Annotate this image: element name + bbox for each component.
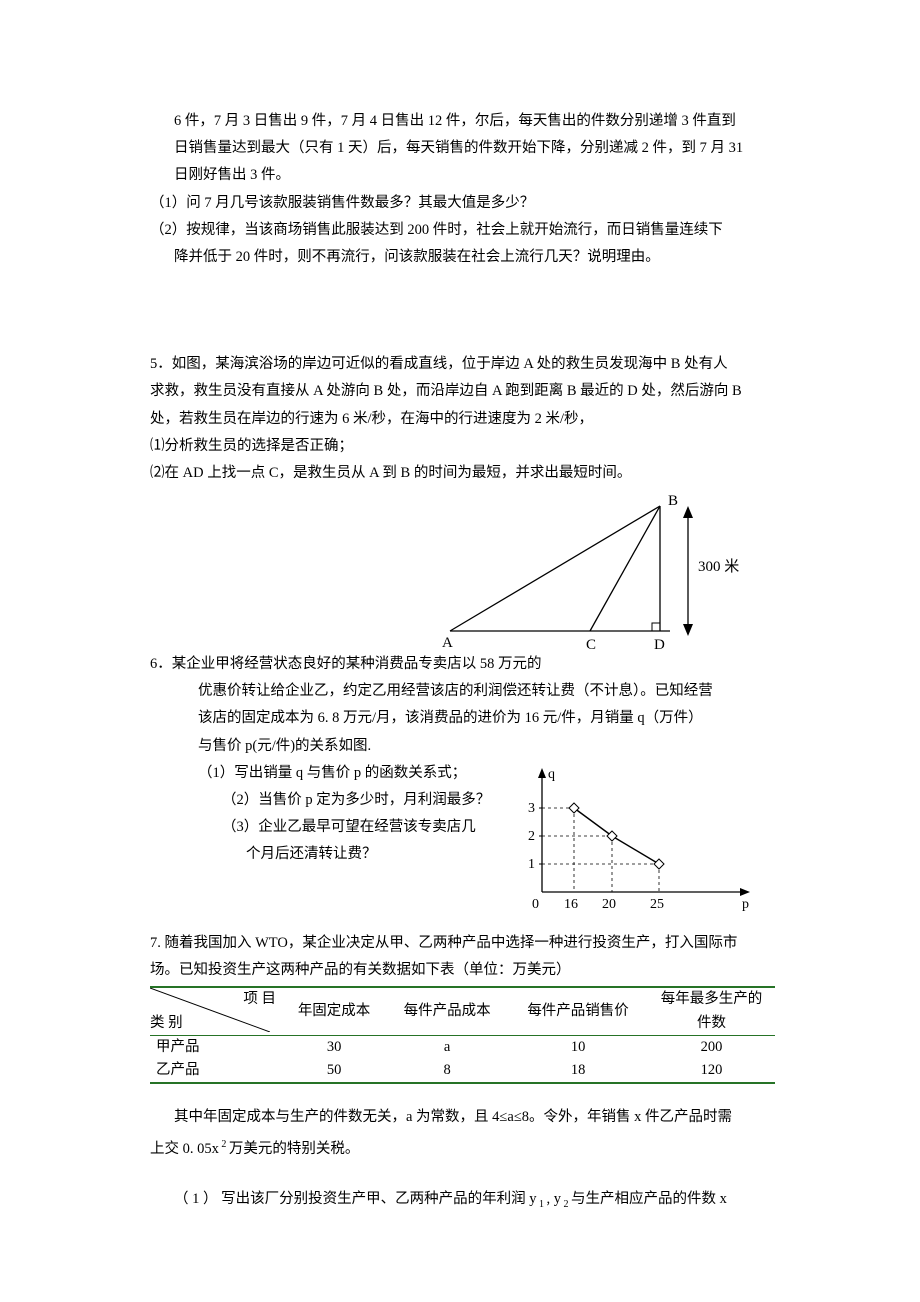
ytick-2: 2 <box>528 829 535 844</box>
q6-chart: q p 0 1 2 3 16 20 25 <box>504 764 764 922</box>
label-B: B <box>668 493 678 509</box>
origin-0: 0 <box>532 897 539 912</box>
row2-c1: 50 <box>282 1059 386 1083</box>
label-A: A <box>442 635 453 651</box>
axis-p: p <box>742 897 749 912</box>
row1-c2: a <box>386 1035 508 1059</box>
th-col2: 每件产品成本 <box>386 987 508 1035</box>
q5-figure: A B C D 300 米 <box>150 491 780 651</box>
q4-line2: 日销售量达到最大（只有 1 天）后，每天销售的件数开始下降，分别递减 2 件，到… <box>150 137 780 160</box>
q5-sub1: ⑴分析救生员的选择是否正确； <box>150 435 780 458</box>
label-D: D <box>654 637 665 651</box>
q4-sub1: （1）问 7 月几号该款服装销售件数最多？其最大值是多少？ <box>150 192 780 215</box>
q4-line1: 6 件，7 月 3 日售出 9 件，7 月 4 日售出 12 件，尔后，每天售出… <box>150 110 780 133</box>
row1-c3: 10 <box>508 1035 648 1059</box>
q7-para2: 上交 0. 05x 2 万美元的特别关税。 <box>150 1134 780 1166</box>
xtick-25: 25 <box>650 897 664 912</box>
q7-table: 项 目 类 别 年固定成本 每件产品成本 每件产品销售价 每年最多生产的件数 甲… <box>150 986 780 1084</box>
row1-label: 甲产品 <box>150 1035 282 1059</box>
row1-c4: 200 <box>648 1035 775 1059</box>
row1-c1: 30 <box>282 1035 386 1059</box>
th-category: 类 别 <box>150 1012 183 1035</box>
q5-line1: 5．如图，某海滨浴场的岸边可近似的看成直线，位于岸边 A 处的救生员发现海中 B… <box>150 353 780 376</box>
q7-sub1: （ 1 ） 写出该厂分别投资生产甲、乙两种产品的年利润 y 1 , y 2 与生… <box>150 1184 780 1216</box>
th-col4: 每年最多生产的件数 <box>648 987 775 1035</box>
q5-line3: 处，若救生员在岸边的行速为 6 米/秒，在海中的行进速度为 2 米/秒， <box>150 408 780 431</box>
q6-sub3: （3）企业乙最早可望在经营该专卖店几 <box>150 816 500 839</box>
q6-sub1: （1）写出销量 q 与售价 p 的函数关系式； <box>150 762 500 785</box>
th-col1: 年固定成本 <box>282 987 386 1035</box>
q4-line3: 日刚好售出 3 件。 <box>150 164 780 187</box>
row2-c4: 120 <box>648 1059 775 1083</box>
q6-line1: 6．某企业甲将经营状态良好的某种消费品专卖店以 58 万元的 <box>150 653 780 676</box>
q6-sub3b: 个月后还清转让费？ <box>150 843 500 866</box>
document-page: 6 件，7 月 3 日售出 9 件，7 月 4 日售出 12 件，尔后，每天售出… <box>0 0 920 1276</box>
q6-sub2: （2）当售价 p 定为多少时，月利润最多？ <box>150 789 500 812</box>
axis-q: q <box>548 767 555 782</box>
ytick-1: 1 <box>528 857 535 872</box>
q7-line2: 场。已知投资生产这两种产品的有关数据如下表（单位：万美元） <box>150 959 780 982</box>
q7-para1: 其中年固定成本与生产的件数无关，a 为常数，且 4≤a≤8。令外，年销售 x 件… <box>150 1102 780 1134</box>
label-C: C <box>586 637 596 651</box>
q6-line2: 优惠价转让给企业乙，约定乙用经营该店的利润偿还转让费（不计息）。已知经营 <box>150 680 780 703</box>
q4-sub2a: （2）按规律，当该商场销售此服装达到 200 件时，社会上就开始流行，而日销售量… <box>150 219 780 242</box>
row2-c3: 18 <box>508 1059 648 1083</box>
row2-c2: 8 <box>386 1059 508 1083</box>
q4-sub2b: 降并低于 20 件时，则不再流行，问该款服装在社会上流行几天？说明理由。 <box>150 246 780 269</box>
q5-line2: 求救，救生员没有直接从 A 处游向 B 处，而沿岸边自 A 跑到距离 B 最近的… <box>150 380 780 403</box>
q7-line1: 7. 随着我国加入 WTO，某企业决定从甲、乙两种产品中选择一种进行投资生产，打… <box>150 932 780 955</box>
label-300m: 300 米 <box>698 558 739 575</box>
th-project: 项 目 <box>243 988 276 1011</box>
th-col3: 每件产品销售价 <box>508 987 648 1035</box>
ytick-3: 3 <box>528 801 535 816</box>
row2-label: 乙产品 <box>150 1059 282 1083</box>
q6-line3: 该店的固定成本为 6. 8 万元/月，该消费品的进价为 16 元/件，月销量 q… <box>150 707 780 730</box>
xtick-16: 16 <box>564 897 578 912</box>
xtick-20: 20 <box>602 897 616 912</box>
q5-sub2: ⑵在 AD 上找一点 C，是救生员从 A 到 B 的时间为最短，并求出最短时间。 <box>150 462 780 485</box>
q6-line4: 与售价 p(元/件)的关系如图. <box>150 735 780 758</box>
